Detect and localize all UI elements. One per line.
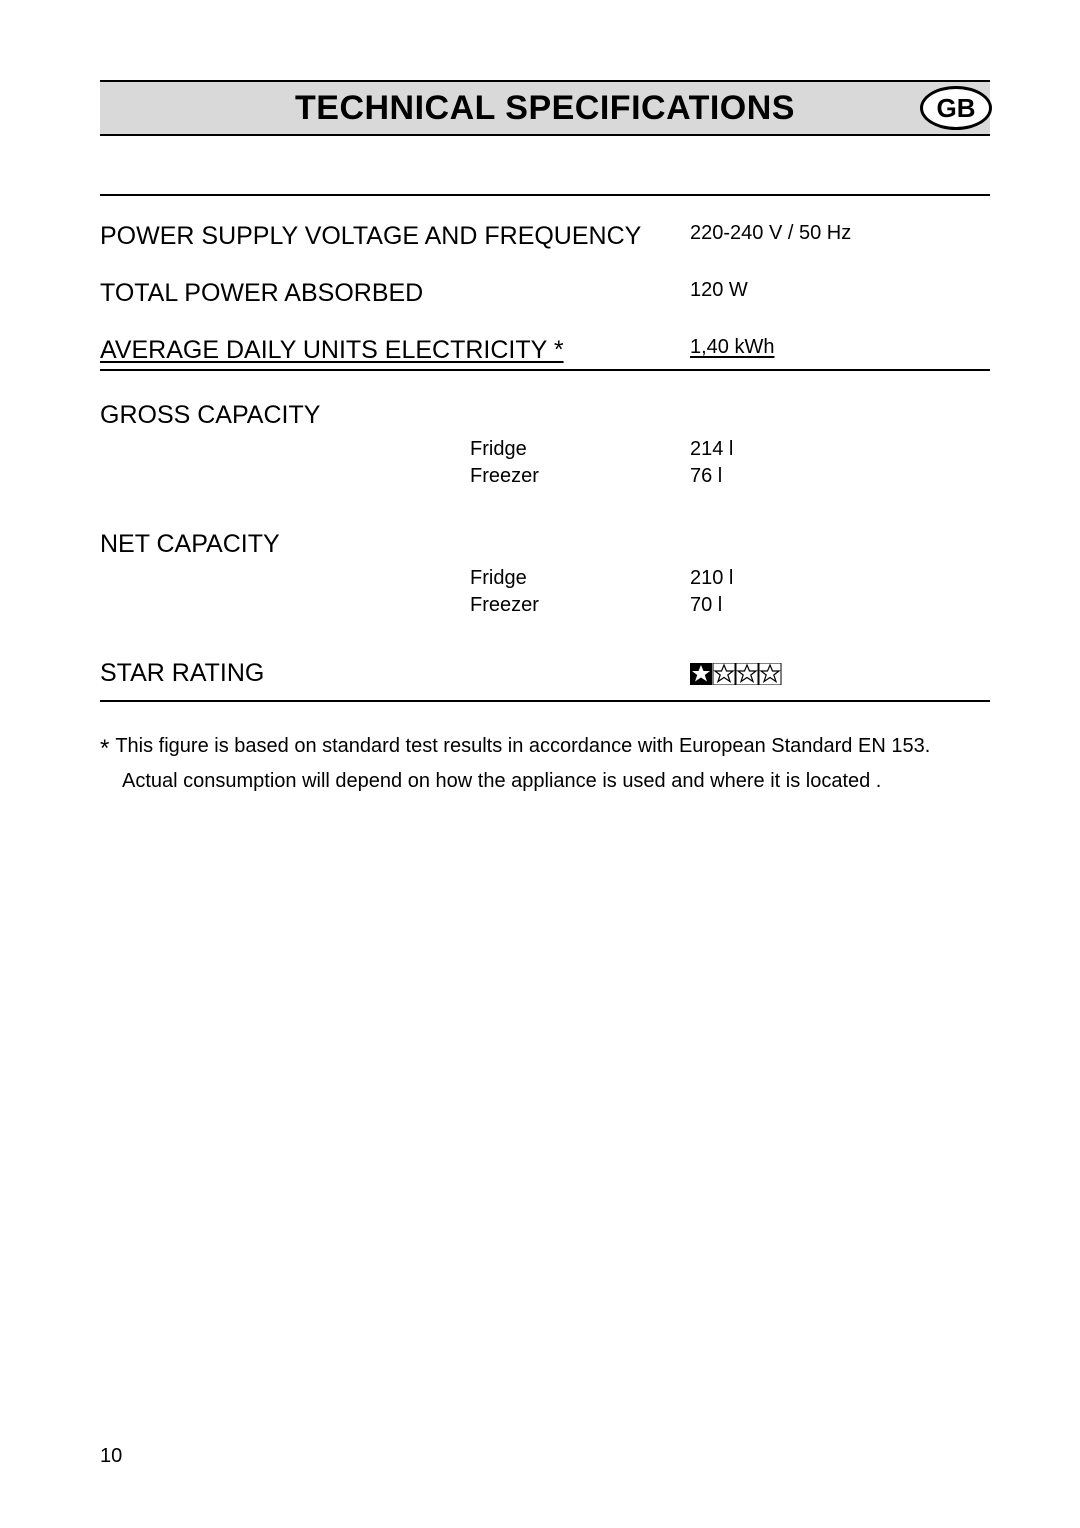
region-badge: GB xyxy=(920,86,992,130)
spec-row-avg-daily: AVERAGE DAILY UNITS ELECTRICITY * 1,40 k… xyxy=(100,336,990,371)
title-bar: TECHNICAL SPECIFICATIONS GB xyxy=(100,80,990,136)
spec-row-total-power: TOTAL POWER ABSORBED 120 W xyxy=(100,279,990,308)
spec-label: GROSS CAPACITY xyxy=(100,401,990,430)
spec-value: 120 W xyxy=(690,279,748,308)
spec-section-net: NET CAPACITY Fridge Freezer 210 l 70 l xyxy=(100,530,990,619)
footnote-asterisk: * xyxy=(100,735,109,762)
footnote-text: This figure is based on standard test re… xyxy=(115,735,930,757)
spec-value: 1,40 kWh xyxy=(690,336,774,365)
subspec-label: Fridge xyxy=(470,436,690,463)
page-number: 10 xyxy=(100,1445,122,1468)
subspec-label: Freezer xyxy=(470,463,690,490)
spec-value: 220-240 V / 50 Hz xyxy=(690,222,851,251)
spec-label: NET CAPACITY xyxy=(100,530,990,559)
footnote: * This figure is based on standard test r… xyxy=(100,732,990,796)
spec-label: POWER SUPPLY VOLTAGE AND FREQUENCY xyxy=(100,222,690,251)
spec-label: STAR RATING xyxy=(100,659,690,688)
spec-label: TOTAL POWER ABSORBED xyxy=(100,279,690,308)
subspec-value: 214 l xyxy=(690,436,733,463)
spec-label: AVERAGE DAILY UNITS ELECTRICITY * xyxy=(100,336,690,365)
spec-row-power-supply: POWER SUPPLY VOLTAGE AND FREQUENCY 220-2… xyxy=(100,222,990,251)
subspec-value: 70 l xyxy=(690,592,733,619)
star-rating-icon xyxy=(690,663,786,685)
subspec-label: Freezer xyxy=(470,592,690,619)
subspec-value: 76 l xyxy=(690,463,733,490)
subspec-value: 210 l xyxy=(690,565,733,592)
spec-row-star-rating: STAR RATING xyxy=(100,659,990,702)
subspec-label: Fridge xyxy=(470,565,690,592)
spec-section-gross: GROSS CAPACITY Fridge Freezer 214 l 76 l xyxy=(100,401,990,490)
specs-table: POWER SUPPLY VOLTAGE AND FREQUENCY 220-2… xyxy=(100,194,990,702)
footnote-text: Actual consumption will depend on how th… xyxy=(100,767,990,796)
page-title: TECHNICAL SPECIFICATIONS xyxy=(295,89,795,128)
